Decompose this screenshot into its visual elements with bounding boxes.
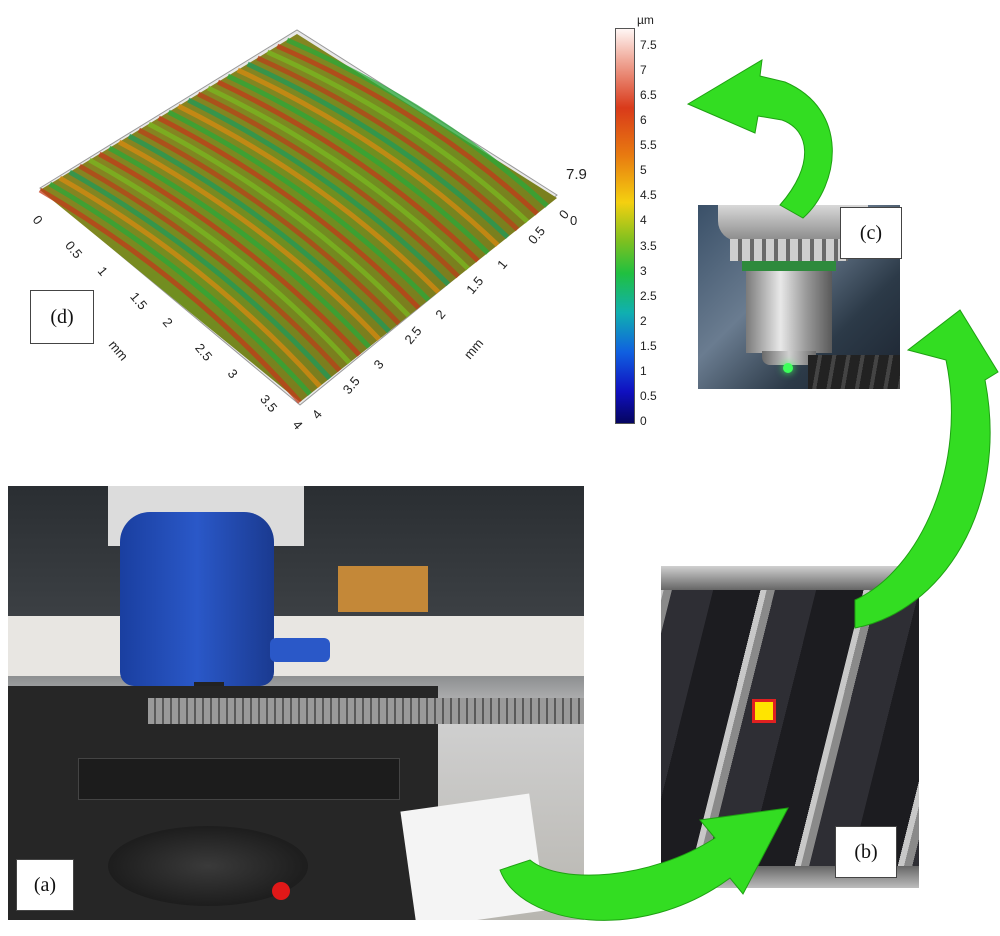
surface-bands: [38, 37, 549, 404]
colorbar-tick-label: 7: [640, 63, 647, 78]
colorbar-tick-label: 0: [640, 414, 647, 428]
x-axis-tick-label: 0: [30, 212, 46, 227]
colorbar-tick-label: 4.5: [640, 188, 657, 203]
colorbar-tick-label: 3.5: [640, 238, 657, 253]
colorbar-tick-label: 1.5: [640, 338, 657, 353]
surface-band: [256, 55, 520, 232]
surface-band: [187, 97, 451, 287]
surface-band: [246, 61, 510, 240]
colorbar-tick-label: 5: [640, 163, 647, 178]
colorbar-tick-label: 6: [640, 113, 647, 128]
y-axis-tick-label: 2: [432, 307, 448, 322]
surface-band: [286, 37, 549, 208]
surface-band: [58, 175, 322, 388]
y-axis-tick-label: 2.5: [401, 323, 424, 346]
x-axis-tick-label: 4: [290, 417, 306, 432]
colorbar-tick-label: 5.5: [640, 138, 657, 153]
y-axis-tick-label: 1.5: [463, 273, 486, 296]
x-axis-tick-label: 1.5: [127, 289, 150, 312]
x-axis-tick-label: 3: [225, 366, 241, 381]
surface-band: [206, 85, 470, 271]
measurement-area-marker: [752, 699, 776, 723]
surface-band: [197, 91, 460, 279]
surface-band: [236, 67, 500, 247]
surface-band: [107, 145, 372, 349]
y-axis-tick-label: 0.5: [525, 223, 548, 246]
surface-band: [38, 187, 302, 404]
colorbar-tick-label: 7.5: [640, 38, 657, 52]
surface-plot-panel: 0 0.5 1 1.5 2 2.5 3 3.5 4 mm 0 0.5 1 1.5 2 2.5 3 3.5 4 mm 0: [0, 0, 600, 440]
surface-band: [48, 181, 312, 396]
surface-band: [276, 43, 539, 216]
colorbar-tick-label: 2.5: [640, 288, 657, 303]
x-axis-tick-label: 2.5: [192, 340, 215, 363]
colorbar-tick-label: 3: [640, 263, 647, 278]
surface-band: [78, 163, 342, 373]
x-axis-tick-label: 1: [95, 264, 111, 279]
z-max-label: 7.9: [566, 166, 587, 183]
surface-band: [88, 157, 352, 365]
microscope-setup-photo: [8, 486, 584, 920]
surface-band: [127, 133, 391, 334]
surface-band: [68, 169, 332, 381]
blue-housing: [120, 512, 274, 686]
surface-band: [167, 109, 431, 302]
colorbar-tick-label: 2: [640, 313, 647, 328]
z-min-label: 0: [570, 213, 577, 228]
x-axis-tick-label: 0.5: [62, 238, 85, 261]
colorbar-tick-label: 0.5: [640, 388, 657, 403]
surface-band: [216, 79, 480, 263]
surface-band: [117, 139, 381, 341]
label-b: (b): [835, 826, 897, 878]
y-axis-unit: mm: [461, 336, 486, 362]
label-a: (a): [16, 859, 74, 911]
surface-band: [157, 115, 421, 310]
label-d: (d): [30, 290, 94, 344]
colorbar-tick-label: 6.5: [640, 88, 657, 103]
y-axis-tick-label: 3.5: [340, 373, 363, 396]
label-c: (c): [840, 207, 902, 259]
y-axis-tick-label: 1: [494, 257, 510, 272]
arrow-c-to-d: [686, 59, 833, 219]
surface-band: [226, 73, 490, 255]
colorbar: [615, 28, 635, 424]
surface-band: [147, 121, 411, 318]
surface-band: [137, 127, 401, 326]
x-axis-unit: mm: [106, 337, 131, 363]
colorbar-unit: µm: [637, 13, 654, 27]
surface-band: [98, 151, 362, 357]
x-axis-tick-label: 3.5: [257, 392, 280, 415]
y-axis-tick-label: 3: [371, 357, 387, 372]
surface-band: [177, 103, 441, 294]
surface-band: [266, 49, 530, 224]
colorbar-tick-label: 1: [640, 363, 647, 378]
colorbar-tick-label: 4: [640, 213, 647, 228]
x-axis-tick-label: 2: [160, 315, 176, 330]
y-axis-tick-label: 4: [309, 407, 325, 422]
